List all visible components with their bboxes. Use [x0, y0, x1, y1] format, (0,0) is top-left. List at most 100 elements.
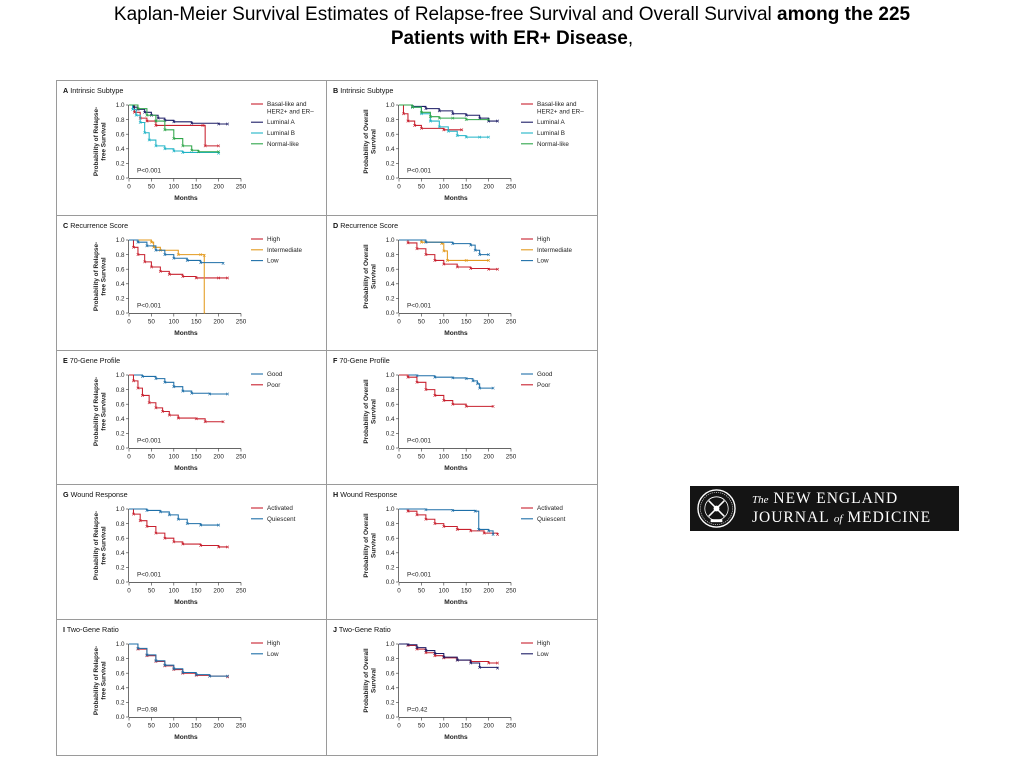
y-tick-label: 0.6 [386, 266, 395, 273]
km-panel-j: J Two-Gene Ratio 0.0 0.2 0.4 0.6 0.8 1.0 0 50 100… [327, 620, 597, 755]
survival-curve [399, 643, 498, 664]
title-part-1: Kaplan-Meier Survival Estimates of Relap… [113, 4, 778, 25]
censor-mark [176, 416, 180, 420]
censor-mark [217, 144, 221, 148]
y-axis-label: Probability of OverallSurvival [363, 514, 378, 579]
panel-title: Recurrence Score [338, 221, 398, 230]
panel-heading: I Two-Gene Ratio [63, 625, 119, 634]
legend-label: Normal-like [537, 141, 569, 148]
censor-mark [181, 274, 185, 278]
km-panel-c: C Recurrence Score 0.0 0.2 0.4 0.6 0.8 1.0 0 50 1… [57, 215, 327, 351]
censor-mark [487, 118, 491, 122]
censor-mark [437, 109, 441, 113]
censor-mark [208, 674, 212, 678]
title-part-3: Patients with ER+ Disease [390, 28, 628, 49]
y-axis-label-line: Probability of Relapse- [93, 646, 100, 715]
survival-curve [129, 374, 224, 422]
censor-mark [478, 116, 482, 120]
censor-mark [473, 248, 477, 252]
y-axis-label: Probability of OverallSurvival [363, 379, 378, 444]
panel-heading: G Wound Response [63, 490, 128, 499]
censor-mark [140, 393, 144, 397]
x-tick-label: 100 [169, 453, 180, 460]
x-tick-label: 150 [191, 184, 202, 191]
survival-curve [399, 104, 462, 131]
p-value: P<0.001 [407, 572, 431, 579]
censor-mark [442, 525, 446, 529]
y-tick-label: 0.2 [386, 295, 395, 302]
censor-mark [167, 272, 171, 276]
censor-mark [487, 267, 491, 271]
km-chart-i: I Two-Gene Ratio 0.0 0.2 0.4 0.6 0.8 1.0 0 50 100… [63, 625, 280, 741]
censor-mark [194, 673, 198, 677]
censor-mark [469, 661, 473, 665]
survival-curve [129, 239, 224, 264]
y-tick-label: 1.0 [116, 102, 125, 109]
km-panel-h: H Wound Response 0.0 0.2 0.4 0.6 0.8 1.0 0 50 100… [327, 485, 597, 621]
x-tick-label: 50 [148, 318, 156, 325]
panel-title: Recurrence Score [68, 221, 128, 230]
censor-mark [406, 375, 410, 379]
censor-mark [469, 266, 473, 270]
survival-curve [129, 508, 219, 526]
censor-mark [451, 402, 455, 406]
x-tick-label: 100 [439, 184, 450, 191]
censor-mark [496, 533, 500, 537]
censor-mark [172, 149, 176, 153]
y-axis-label-line: Survival [371, 129, 378, 154]
y-tick-label: 1.0 [116, 237, 125, 244]
censor-mark [217, 150, 221, 154]
x-tick-label: 0 [397, 588, 401, 595]
censor-mark [433, 652, 437, 656]
x-tick-label: 100 [169, 184, 180, 191]
legend-label: Activated [267, 505, 293, 512]
censor-mark [419, 126, 423, 130]
x-tick-label: 150 [461, 588, 472, 595]
censor-mark [158, 269, 162, 273]
p-value: P<0.001 [137, 437, 161, 444]
x-tick-label: 200 [483, 453, 494, 460]
y-tick-label: 0.4 [386, 416, 395, 423]
y-tick-label: 1.0 [386, 237, 395, 244]
x-tick-label: 100 [169, 318, 180, 325]
censor-mark [401, 112, 405, 116]
legend-label: Good [267, 371, 283, 378]
censor-mark [136, 252, 140, 256]
y-tick-label: 0.8 [116, 521, 125, 528]
censor-mark [154, 144, 158, 148]
censor-mark [482, 531, 486, 535]
censor-mark [455, 134, 459, 138]
y-axis-label-line: free Survival [101, 122, 108, 161]
y-axis-label: Probability of Relapse-free Survival [93, 376, 108, 445]
y-tick-label: 0.4 [116, 550, 125, 557]
x-tick-label: 250 [506, 318, 517, 325]
censor-mark [132, 110, 136, 114]
legend-label: Luminal A [537, 119, 565, 126]
survival-curve [399, 239, 489, 261]
y-tick-label: 0.4 [116, 146, 125, 153]
y-tick-label: 0.4 [386, 281, 395, 288]
x-tick-label: 150 [191, 723, 202, 730]
y-tick-label: 0.8 [386, 117, 395, 124]
y-tick-label: 0.6 [116, 671, 125, 678]
y-axis-label: Probability of OverallSurvival [363, 648, 378, 713]
censor-mark [140, 374, 144, 378]
y-axis-label: Probability of Relapse-free Survival [93, 646, 108, 715]
y-tick-label: 0.8 [116, 117, 125, 124]
panel-heading: J Two-Gene Ratio [333, 625, 391, 634]
y-axis-label-line: Probability of Overall [363, 244, 370, 309]
y-tick-label: 0.0 [386, 580, 395, 587]
censor-mark [172, 120, 176, 124]
censor-mark [181, 671, 185, 675]
censor-mark [149, 265, 153, 269]
censor-mark [172, 137, 176, 141]
censor-mark [433, 375, 437, 379]
x-tick-label: 200 [483, 588, 494, 595]
legend-label: Poor [537, 381, 550, 388]
km-chart-b: B Intrinsic Subtype 0.0 0.2 0.4 0.6 0.8 1.0 0 50… [333, 86, 584, 202]
logo-line-1: The NEW ENGLAND [752, 490, 898, 508]
censor-mark [202, 253, 206, 257]
p-value: P=0.98 [137, 707, 158, 714]
y-axis-label-line: Survival [371, 398, 378, 423]
y-tick-label: 0.0 [116, 310, 125, 317]
